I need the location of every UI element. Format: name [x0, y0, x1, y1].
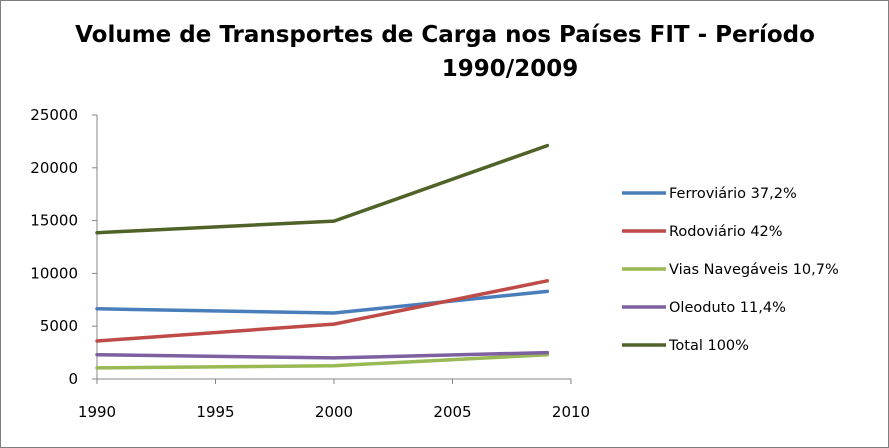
x-tick-label: 2010: [552, 403, 590, 421]
series-line-0: [95, 289, 550, 315]
legend-label-1: Rodoviário 42%: [669, 224, 783, 240]
x-tick-label: 1995: [196, 403, 234, 421]
y-tick-label: 25000: [30, 106, 78, 124]
chart-title-line1: Volume de Transportes de Carga nos Paíse…: [75, 22, 815, 48]
legend-label-2: Vias Navegáveis 10,7%: [669, 262, 839, 278]
legend-label-0: Ferroviário 37,2%: [669, 186, 797, 202]
y-tick-label: 5000: [40, 317, 78, 335]
x-tick-label: 1990: [78, 403, 116, 421]
y-tick-label: 20000: [30, 159, 78, 177]
chart-title-line2: 1990/2009: [441, 56, 579, 82]
x-tick-label: 2000: [315, 403, 353, 421]
legend-label-3: Oleoduto 11,4%: [669, 300, 786, 316]
series-line-2: [95, 352, 550, 370]
y-tick-label: 10000: [30, 264, 78, 282]
chart-title: Volume de Transportes de Carga nos Paíse…: [60, 18, 830, 86]
y-tick-label: 15000: [30, 212, 78, 230]
series-line-1: [95, 279, 550, 343]
series-line-3: [95, 350, 550, 360]
series-line-4: [95, 143, 550, 235]
y-tick-label: 0: [68, 370, 78, 388]
legend-label-4: Total 100%: [668, 338, 749, 354]
x-tick-label: 2005: [433, 403, 471, 421]
